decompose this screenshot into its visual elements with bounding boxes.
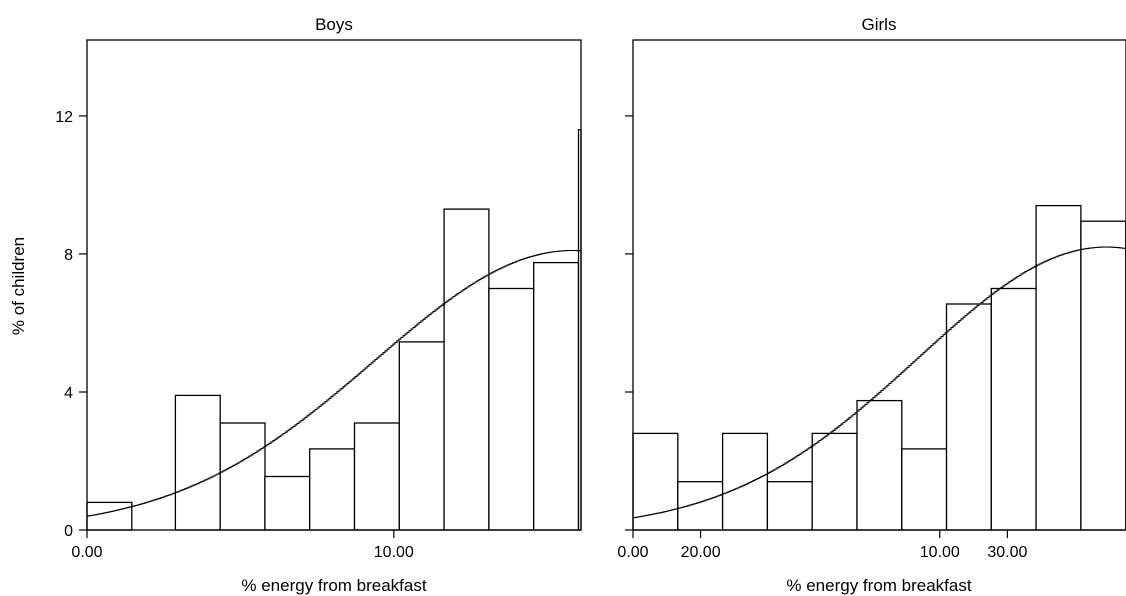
x-tick-label: 20.00 bbox=[681, 544, 721, 561]
x-tick-label: 10.00 bbox=[920, 544, 960, 561]
panel-title: Boys bbox=[315, 15, 353, 34]
histogram-bar bbox=[175, 395, 220, 530]
y-tick-label: 12 bbox=[55, 109, 73, 126]
histogram-bar bbox=[534, 263, 579, 530]
histogram-bar bbox=[991, 289, 1036, 531]
histogram-bar bbox=[812, 433, 857, 530]
y-tick-label: 4 bbox=[64, 385, 73, 402]
histogram-bar bbox=[399, 342, 444, 530]
x-axis-label: % energy from breakfast bbox=[786, 576, 971, 595]
y-axis-ticks bbox=[625, 116, 633, 530]
x-axis-label: % energy from breakfast bbox=[241, 576, 426, 595]
histogram-bar bbox=[767, 482, 812, 530]
histogram-bar bbox=[1081, 221, 1126, 530]
chart-panel-girls: Girls 0.00 10.00 20.00 30.00 % energy from … bbox=[617, 15, 1126, 595]
histogram-bar bbox=[87, 502, 132, 530]
histogram-bar bbox=[1036, 206, 1081, 530]
x-axis-ticks: 0.00 10.00 20.00 30.00 bbox=[71, 530, 1027, 561]
histogram-bars bbox=[87, 130, 581, 530]
histogram-bar bbox=[355, 423, 400, 530]
histogram-bar bbox=[633, 433, 678, 530]
x-tick-label: 0.00 bbox=[617, 544, 648, 561]
y-tick-label: 0 bbox=[64, 523, 73, 540]
histogram-bar bbox=[265, 477, 310, 531]
x-tick-label: 10.00 bbox=[374, 544, 414, 561]
histogram-bar bbox=[489, 289, 534, 531]
histogram-bar bbox=[857, 401, 902, 530]
x-tick-label: 30.00 bbox=[987, 544, 1027, 561]
histogram-bars bbox=[633, 206, 1126, 530]
x-tick-label: 0.00 bbox=[71, 544, 102, 561]
panel-title: Girls bbox=[862, 15, 897, 34]
histogram-bar bbox=[947, 304, 992, 530]
y-axis-ticks: 0 4 8 12 bbox=[55, 109, 87, 540]
y-axis-label: % of children bbox=[9, 237, 28, 335]
histogram-bar bbox=[723, 433, 768, 530]
histogram-bar bbox=[444, 209, 489, 530]
histogram-bar bbox=[220, 423, 265, 530]
y-tick-label: 8 bbox=[64, 247, 73, 264]
histogram-bar bbox=[310, 449, 355, 530]
histogram-bar bbox=[902, 449, 947, 530]
